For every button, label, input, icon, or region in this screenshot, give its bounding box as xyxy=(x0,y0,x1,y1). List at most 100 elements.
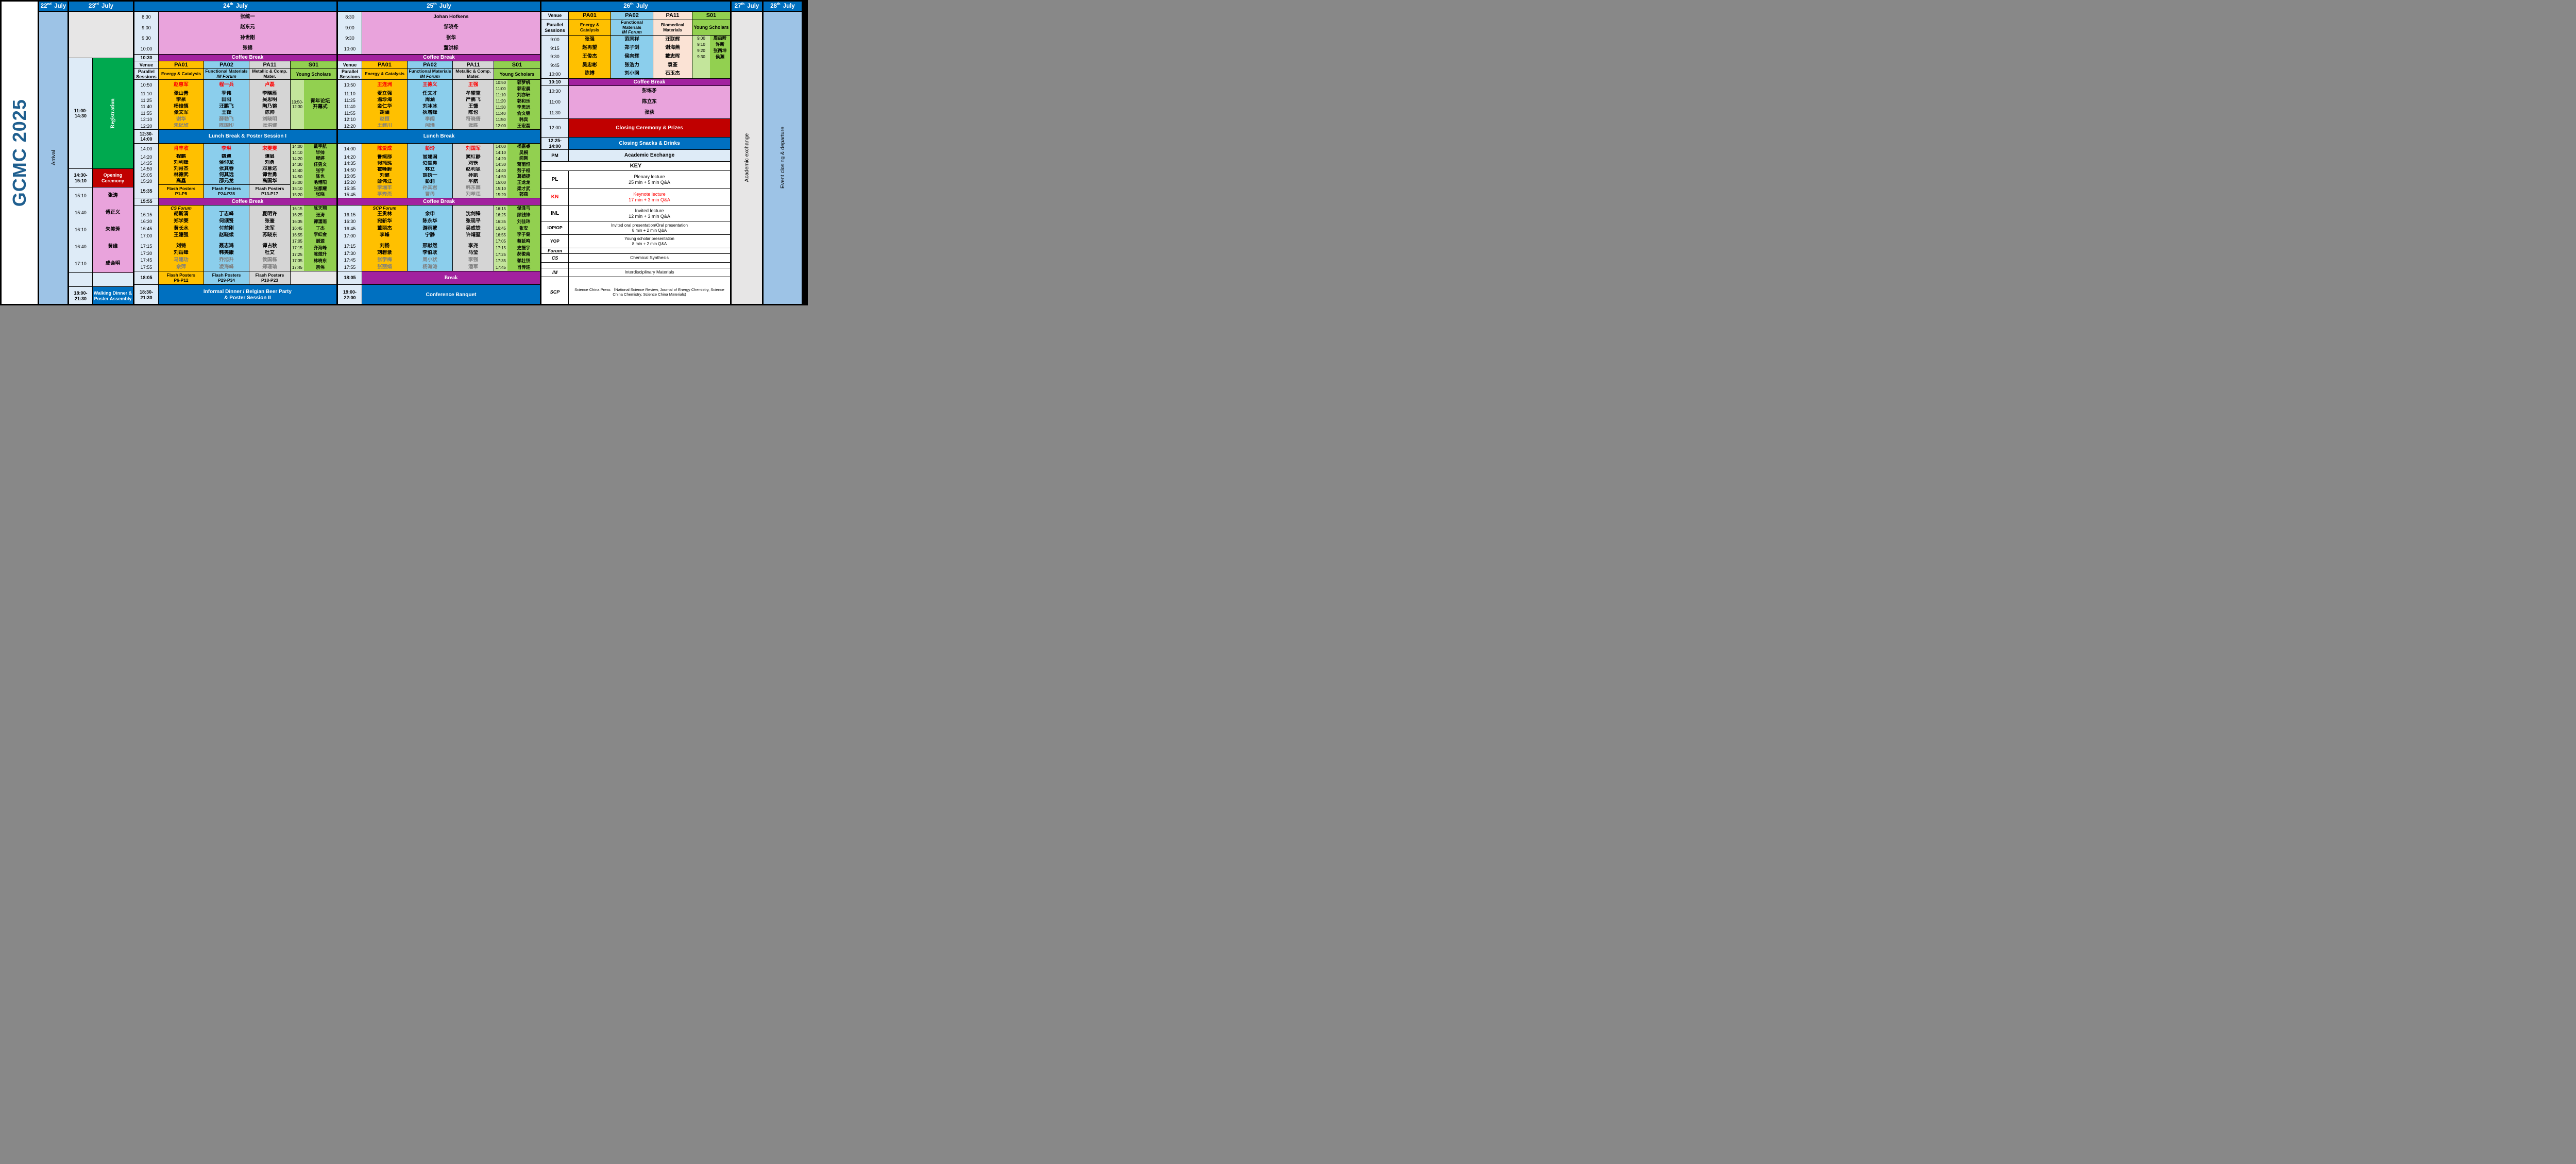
day-header: 26th July xyxy=(541,2,730,11)
speaker-name: 薛伟江 xyxy=(377,179,392,185)
time-label: 16:10 xyxy=(75,227,87,233)
time-label xyxy=(692,60,710,66)
speaker-name: 胡涵 xyxy=(379,110,389,116)
speaker-name: 吴桐 xyxy=(507,149,540,156)
speaker-name: 谭世勇 xyxy=(262,172,277,178)
session-col: 王连洲 麦立强 温珍海 金仁华 胡涵 赵恒 王建川 xyxy=(362,80,407,129)
key-title-row: KEY xyxy=(541,161,730,170)
time-label: 10:50 xyxy=(344,82,356,88)
day-column-d27: 27th July Academic exchange xyxy=(732,2,762,304)
speaker-name: 陈天翔 xyxy=(304,206,336,212)
time-label: 14:10 xyxy=(291,149,304,156)
session-block: 10:50 11:10 11:25 11:40 11:55 12:10 12:20 王连洲 麦立… xyxy=(338,79,540,129)
key-description: Keynote lecture 17 min + 3 min Q&A xyxy=(568,189,730,206)
speaker-name: Johan Hofkens xyxy=(433,13,469,20)
day-body: Event closing & departure xyxy=(764,11,802,304)
young-scholar-row: 17:15 史振宇 xyxy=(494,245,540,251)
logo-cell: GCMC 2025 xyxy=(2,2,38,304)
parallel-sessions-label: Parallel Sessions xyxy=(541,20,568,35)
speaker-name xyxy=(710,66,730,73)
speaker-name: 侯渊 xyxy=(710,54,730,60)
speaker-name: 刘铸 xyxy=(176,243,186,249)
session-col: CS Forum 胡斯清 郑学荣 黄长水 王建强 刘铸 刘岳峰 马建功 佘萍 xyxy=(158,206,204,271)
speaker-name: 赵晓续 xyxy=(219,232,234,238)
venue-cell: PA02 xyxy=(204,61,249,69)
forum-key-row: CS Chemical Synthesis xyxy=(541,253,730,262)
time-label: 14:30- 15:10 xyxy=(69,169,92,187)
young-scholar-row: 11:40 俞文锦 xyxy=(494,111,540,117)
speaker-name: 侯国栋 xyxy=(262,257,277,263)
young-scholar-row: 17:35 赖壮钗 xyxy=(494,258,540,265)
venue-cell: PA11 xyxy=(452,61,494,69)
speaker-name: 窦红静 xyxy=(466,154,481,160)
venue-cell: PA11 xyxy=(653,12,692,20)
time-label: 16:45 xyxy=(291,225,304,232)
time-label xyxy=(338,206,362,211)
speaker-name: 陈立东 xyxy=(642,99,657,105)
speaker-name: 程婷 xyxy=(304,156,336,162)
event-band: Conference Banquet xyxy=(362,285,540,304)
session-col: 沈剑锋 张现平 吴成铁 许靖堃 李尧 马莹 李强 潘军 xyxy=(452,206,494,271)
forum-label xyxy=(453,206,494,211)
speaker-name xyxy=(362,239,407,243)
young-scholar-row: 15:20 张晓 xyxy=(291,192,336,198)
speaker-name: 付前刚 xyxy=(219,225,234,231)
speaker-name: 史振宇 xyxy=(507,245,540,251)
time-label: 8:30 xyxy=(345,14,354,20)
time-label: 11:30 xyxy=(549,110,561,116)
speaker-name: 张胜 xyxy=(468,123,478,129)
time-label: 11:00- 14:30 xyxy=(69,58,92,168)
forum-label xyxy=(249,206,290,211)
speaker-name: 陈爱成 xyxy=(377,145,392,151)
young-scholar-row: 17:25 郝俊南 xyxy=(494,251,540,258)
venue-cell-s01: S01 xyxy=(494,61,540,69)
speaker-name: 张锦 xyxy=(242,45,252,52)
young-scholar-row: 14:50 陈也 xyxy=(291,174,336,180)
young-scholar-row: 11:10 刘亦轩 xyxy=(494,92,540,98)
key-code: KN xyxy=(551,194,559,200)
speaker-name: 刘畅 xyxy=(379,243,389,249)
flash-posters-cell: Flash Posters P29-P34 xyxy=(204,271,249,284)
forum-label: SCP Forum xyxy=(372,206,397,211)
speaker-name: 王德义 xyxy=(422,82,437,88)
speaker-name: 沈剑锋 xyxy=(466,211,481,217)
speaker-name: 张统一 xyxy=(240,13,255,20)
time-label: 9:00 xyxy=(345,25,354,30)
time-label: 11:10 xyxy=(344,91,355,97)
speaker-name: 蒋雨恒 xyxy=(507,162,540,168)
day-body: Venue PA01 PA02 PA11 S01 Parallel Sessions Ene… xyxy=(541,11,730,304)
time-label: 11:20 xyxy=(494,98,507,105)
session-time-col: 16:15 16:30 16:45 17:00 17:15 17:30 17:45 17:55 xyxy=(338,206,362,271)
speaker-name: 陈永华 xyxy=(422,218,437,224)
speaker-name: 毛博阳 xyxy=(304,180,336,186)
speaker-name: 韩美康 xyxy=(219,250,234,256)
speaker-name: 刘肖杰 xyxy=(174,166,189,172)
speaker-name: 朱美芳 xyxy=(105,227,121,233)
speaker-name: 李阔 xyxy=(425,116,435,122)
time-label: 9:15 xyxy=(550,45,560,51)
time-label: 17:55 xyxy=(140,265,152,270)
flash-posters-cell: Flash Posters P1-P5 xyxy=(159,184,204,198)
speaker-name: 夏明许 xyxy=(262,211,277,217)
speaker-name: 张山青 xyxy=(174,91,189,96)
speaker-name: 丁志峰 xyxy=(219,211,234,217)
time-label: 15:40 xyxy=(75,210,87,216)
event-band: Opening Ceremony xyxy=(92,169,133,187)
young-scholar-row: 17:15 齐海峰 xyxy=(291,245,336,251)
flash-posters-row: 18:05 Flash Posters P6-P12 Flash Posters P… xyxy=(134,271,336,284)
venue-row: Venue PA01 PA02 PA11 S01 xyxy=(338,61,540,69)
speaker-name: 李晓雁 xyxy=(262,91,277,96)
day-column-d22: 22nd July Arrival xyxy=(39,2,67,304)
speaker-name: 郭和乐 xyxy=(507,98,540,105)
session-col: SCP Forum 王贵林 宛新华 董丽杰 李峰 刘畅 刘碧录 张学梅 张丽娟 xyxy=(362,206,407,271)
speaker-name: 韩宾 xyxy=(507,117,540,123)
time-label xyxy=(69,273,92,286)
event-band: Walking Dinner & Poster Assembly xyxy=(92,287,133,304)
young-scholar-row: 16:45 丁杰 xyxy=(291,225,336,232)
speaker-name: 何其远 xyxy=(219,172,234,178)
session-title-cell: Functional Materials IM Forum xyxy=(611,20,653,35)
session-block: 16:15 16:30 16:45 17:00 17:15 17:30 17:45 17:55… xyxy=(338,205,540,271)
speaker-name: 郭宏晨 xyxy=(507,86,540,92)
speaker-name: 彭莉 xyxy=(425,179,435,185)
schedule-band-row: Lunch Break xyxy=(338,129,540,143)
